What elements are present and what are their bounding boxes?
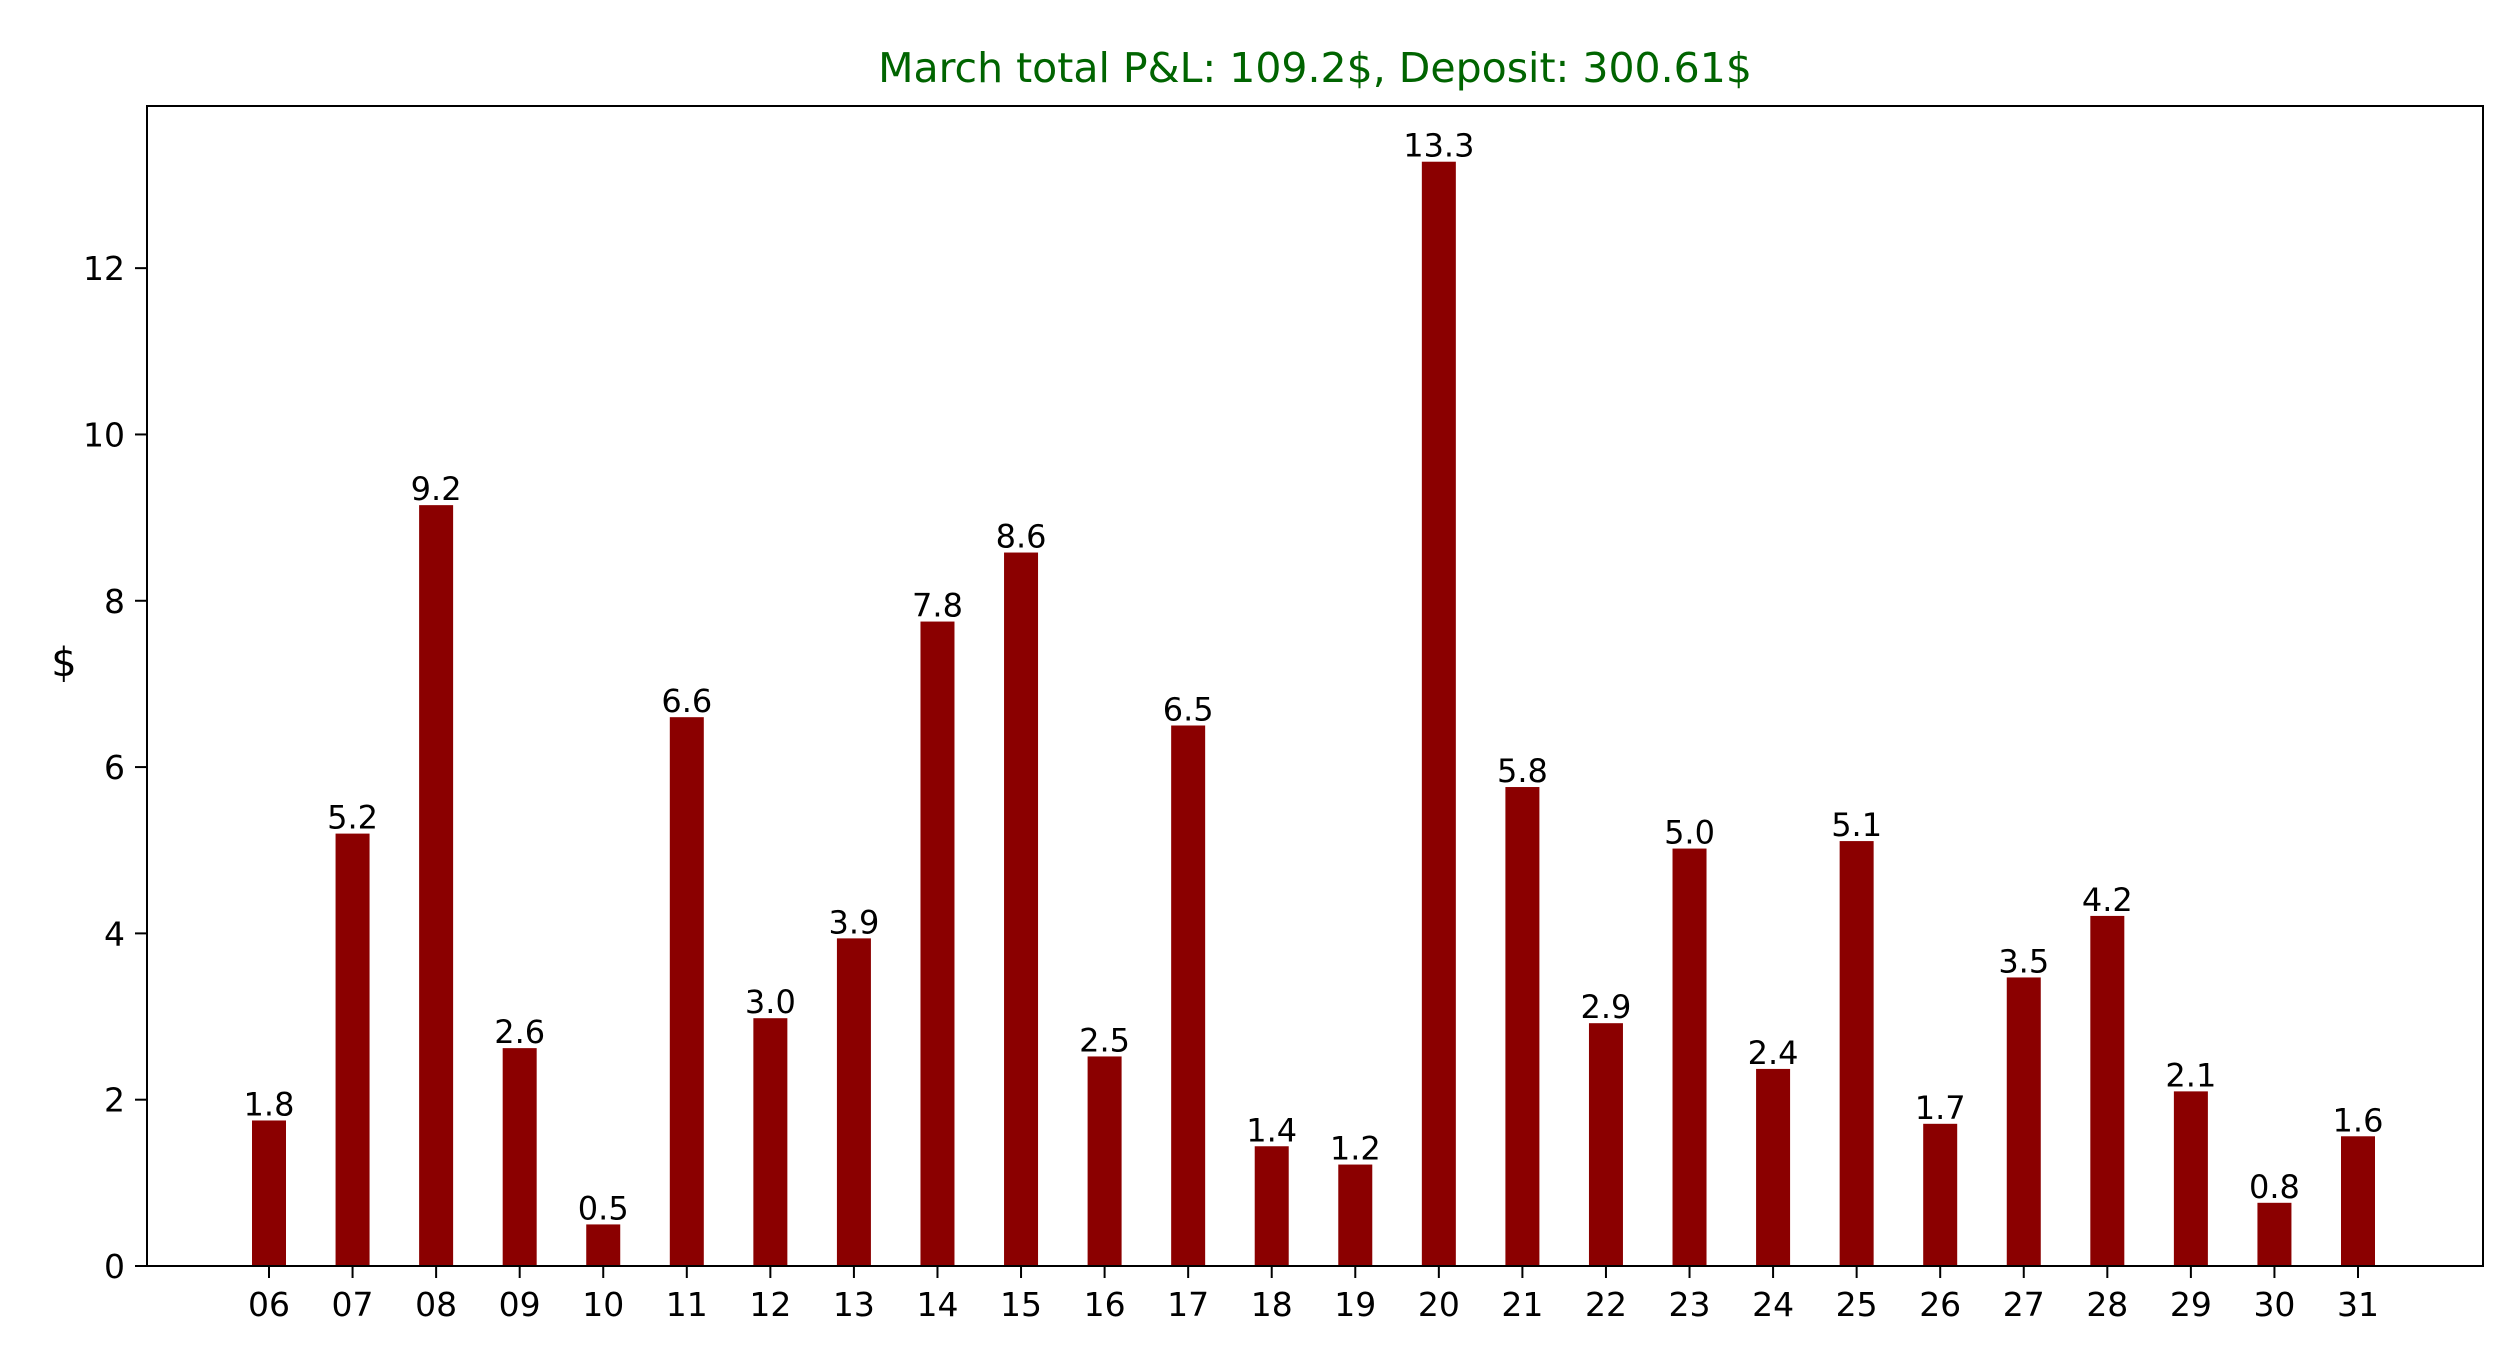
x-tick-label-21: 21 [1501,1285,1543,1324]
bar-26 [1923,1123,1958,1266]
bar-value-label-06: 1.8 [244,1085,295,1123]
bar-10 [586,1224,621,1266]
y-tick-label-2: 2 [104,1081,125,1120]
bar-value-label-22: 2.9 [1581,988,1632,1026]
bar-12 [753,1018,788,1266]
x-tick-label-11: 11 [666,1285,708,1324]
bar-value-label-31: 1.6 [2333,1101,2384,1139]
x-tick-label-15: 15 [1000,1285,1042,1324]
x-tick-label-30: 30 [2253,1285,2295,1324]
x-axis-ticks: 06 07 08 09 10 11 12 13 14 15 16 17 18 19 20 21 22 23 24 25… [248,1266,2379,1324]
bar-13 [836,938,871,1266]
x-tick-label-07: 07 [332,1285,374,1324]
x-tick-label-06: 06 [248,1285,290,1324]
chart-title: March total P&L: 109.2$, Deposit: 300.61… [878,44,1752,92]
bar-value-label-27: 3.5 [1998,942,2049,980]
x-tick-label-27: 27 [2003,1285,2045,1324]
bar-21 [1505,787,1540,1266]
x-tick-label-08: 08 [415,1285,457,1324]
bar-16 [1087,1056,1122,1266]
y-axis-ticks: 0 2 4 6 8 10 12 [83,249,147,1286]
bar-value-label-20: 13.3 [1403,127,1474,165]
x-tick-label-29: 29 [2170,1285,2212,1324]
x-tick-label-14: 14 [916,1285,958,1324]
y-tick-label-4: 4 [104,914,125,953]
bar-value-label-30: 0.8 [2249,1168,2300,1206]
bar-27 [2006,977,2041,1266]
bar-06 [252,1120,286,1266]
x-tick-label-26: 26 [1919,1285,1961,1324]
bar-31 [2341,1136,2375,1266]
bar-14 [920,621,955,1266]
y-tick-label-0: 0 [104,1247,125,1286]
bar-value-label-09: 2.6 [494,1013,545,1051]
bars-group [252,161,2375,1266]
y-tick-label-12: 12 [83,249,125,288]
bar-value-label-25: 5.1 [1831,806,1882,844]
bar-value-labels: 1.8 5.2 9.2 2.6 0.5 6.6 3.0 3.9 7.8 8.6 2.5 6.5 1.4 1… [244,127,2384,1228]
bar-18 [1254,1146,1289,1266]
bar-value-label-17: 6.5 [1163,690,1214,728]
bar-30 [2257,1202,2292,1266]
y-tick-label-8: 8 [104,582,125,621]
bar-19 [1338,1164,1373,1266]
bar-value-label-15: 8.6 [996,518,1047,556]
x-tick-label-20: 20 [1418,1285,1460,1324]
bar-08 [419,505,454,1266]
bar-value-label-11: 6.6 [661,682,712,720]
bar-value-label-21: 5.8 [1497,752,1548,790]
x-tick-label-12: 12 [749,1285,791,1324]
bar-value-label-14: 7.8 [912,587,963,625]
bar-value-label-18: 1.4 [1246,1111,1297,1149]
x-tick-label-22: 22 [1585,1285,1627,1324]
x-tick-label-28: 28 [2086,1285,2128,1324]
bar-value-label-13: 3.9 [828,903,879,941]
bar-value-label-08: 9.2 [411,470,462,508]
bar-value-label-23: 5.0 [1664,814,1715,852]
plot-frame [146,105,2484,1267]
bar-24 [1756,1068,1791,1266]
x-tick-label-18: 18 [1251,1285,1293,1324]
bar-17 [1171,725,1206,1266]
y-axis-label: $ [51,640,76,686]
x-tick-label-13: 13 [833,1285,875,1324]
x-tick-label-16: 16 [1084,1285,1126,1324]
bar-23 [1672,848,1707,1266]
x-tick-label-31: 31 [2337,1285,2379,1324]
y-tick-label-6: 6 [104,748,125,787]
bar-value-label-16: 2.5 [1079,1021,1130,1059]
x-tick-label-17: 17 [1167,1285,1209,1324]
bar-value-label-28: 4.2 [2082,881,2133,919]
bar-22 [1588,1023,1623,1266]
bar-value-label-26: 1.7 [1915,1089,1966,1127]
bar-value-label-12: 3.0 [745,983,796,1021]
bar-value-label-24: 2.4 [1748,1034,1799,1072]
x-tick-label-09: 09 [499,1285,541,1324]
bar-15 [1004,552,1039,1266]
x-tick-label-25: 25 [1836,1285,1878,1324]
x-tick-label-24: 24 [1752,1285,1794,1324]
bar-value-label-29: 2.1 [2165,1056,2216,1094]
x-tick-label-23: 23 [1669,1285,1711,1324]
bar-28 [2090,915,2125,1266]
bar-value-label-07: 5.2 [327,799,378,837]
bar-value-label-10: 0.5 [578,1189,629,1227]
x-tick-label-19: 19 [1334,1285,1376,1324]
bar-29 [2173,1091,2208,1266]
bar-25 [1839,841,1874,1266]
y-tick-label-10: 10 [83,415,125,454]
bar-11 [669,717,704,1266]
bar-value-label-19: 1.2 [1330,1130,1381,1168]
bar-20 [1421,161,1456,1266]
bar-07 [335,833,370,1266]
bar-09 [502,1048,537,1266]
x-tick-label-10: 10 [582,1285,624,1324]
